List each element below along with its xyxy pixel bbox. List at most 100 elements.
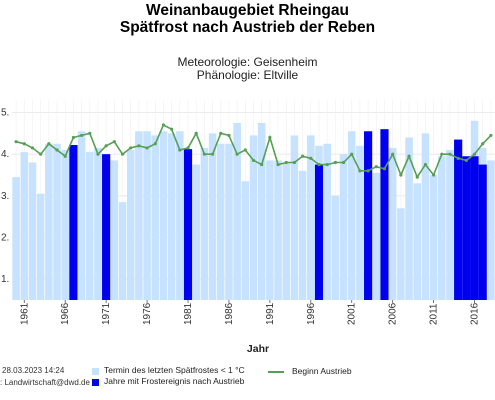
budbreak-point [301,154,305,158]
budbreak-point [227,133,231,138]
legend-swatch-frost-term [92,368,99,375]
bar-last-frost [151,135,160,300]
bar-frost-event [69,145,78,300]
budbreak-point [366,169,370,173]
budbreak-point [415,175,419,179]
bar-last-frost [421,133,430,300]
x-tick-label: 2001 [347,302,358,325]
bar-last-frost [266,160,274,300]
budbreak-point [333,160,337,165]
bar-last-frost [61,150,69,300]
budbreak-point [153,142,157,146]
bar-last-frost [200,147,209,300]
budbreak-point [88,131,92,135]
budbreak-point [464,158,468,163]
budbreak-point [112,140,116,144]
bar-last-frost [241,181,250,300]
budbreak-point [325,162,329,167]
phenology-label: Phänologie: Eltville [196,68,299,82]
budbreak-point [178,148,182,152]
budbreak-point [71,135,75,140]
bar-last-frost [339,154,348,300]
budbreak-point [423,162,428,167]
bar-frost-event [454,139,463,300]
budbreak-point [276,162,280,167]
bar-frost-event [364,131,373,300]
bar-last-frost [413,183,421,300]
bar-frost-event [470,156,479,300]
bar-frost-event [183,149,193,300]
bar-last-frost [20,152,29,300]
y-tick-label: 3. [1,191,9,202]
x-tick-label: 1996 [306,302,317,325]
bar-frost-event [462,156,471,300]
x-tick-label: 1976 [142,302,153,325]
budbreak-point [14,140,18,144]
bar-last-frost [249,135,258,300]
budbreak-point [456,156,460,160]
bar-last-frost [12,177,20,300]
bar-last-frost [347,131,356,300]
budbreak-point [292,160,297,165]
budbreak-point [432,173,436,177]
bar-last-frost [135,131,143,300]
budbreak-point [243,148,247,152]
budbreak-point [341,160,346,165]
budbreak-point [202,152,206,156]
footer-contact: : Landwirtschaft@dwd.de [0,378,90,387]
y-tick-label: 5. [1,108,9,119]
bar-frost-event [314,164,324,300]
budbreak-point [284,160,288,165]
bar-last-frost [446,150,454,300]
budbreak-point [47,142,51,146]
budbreak-point [472,152,477,156]
x-tick-label: 1981 [183,302,194,325]
bar-last-frost [45,143,53,300]
bar-last-frost [77,131,86,300]
bar-last-frost [110,160,119,300]
bar-last-frost [86,152,94,300]
bar-last-frost [257,122,266,301]
bar-last-frost [307,135,315,300]
budbreak-point [309,156,313,160]
budbreak-point [161,123,166,127]
budbreak-point [382,167,387,171]
bar-last-frost [487,160,495,300]
budbreak-point [120,152,125,156]
bar-last-frost [126,150,135,300]
x-tick-label: 1971 [101,302,112,325]
budbreak-point [79,133,84,138]
budbreak-point [30,146,35,150]
legend-swatch-frost-event [92,379,99,386]
budbreak-point [358,169,362,173]
bar-last-frost [372,172,381,300]
budbreak-point [219,131,223,135]
bar-last-frost [159,131,168,300]
bar-last-frost [28,162,37,300]
budbreak-point [260,162,264,167]
budbreak-point [104,144,108,148]
bar-last-frost [388,147,397,300]
bar-last-frost [331,195,340,300]
budbreak-point [39,152,43,156]
y-tick-label: 1. [1,274,9,285]
chart-subtitle: Spätfrost nach Austrieb der Reben [119,19,376,36]
bar-last-frost [356,145,364,300]
budbreak-point [170,127,174,131]
x-tick-label: 1966 [60,302,71,325]
budbreak-point [448,152,452,156]
budbreak-point [391,152,395,156]
budbreak-point [399,173,403,177]
bar-last-frost [94,147,102,300]
bar-last-frost [216,143,225,300]
bar-frost-event [380,129,389,300]
bar-last-frost [167,133,176,300]
budbreak-point [235,152,239,156]
budbreak-point [350,152,354,156]
budbreak-point [251,158,256,163]
bar-last-frost [282,162,291,300]
bar-last-frost [53,143,61,300]
bar-last-frost [290,135,299,300]
bar-frost-event [102,154,111,300]
